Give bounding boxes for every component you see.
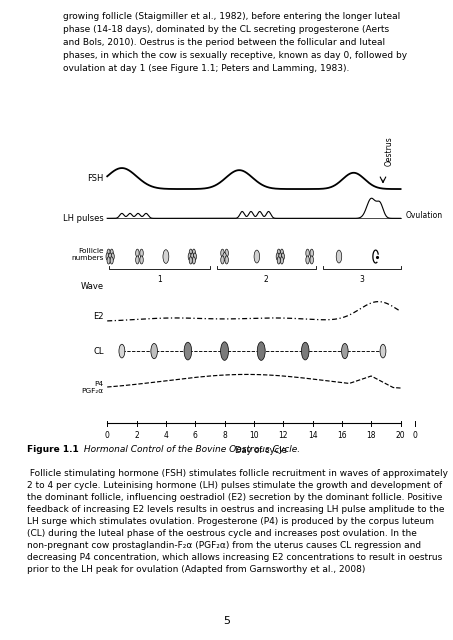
Circle shape [254,250,260,263]
Text: Follicle stimulating hormone (FSH) stimulates follicle recruitment in waves of a: Follicle stimulating hormone (FSH) stimu… [27,469,448,574]
Text: P4
PGF₂α: P4 PGF₂α [82,381,104,394]
Circle shape [280,249,284,256]
Text: 5: 5 [223,616,230,626]
Circle shape [306,249,309,257]
Circle shape [380,344,386,358]
Circle shape [342,344,348,359]
Text: growing follicle (Staigmiller et al., 1982), before entering the longer luteal
p: growing follicle (Staigmiller et al., 19… [63,12,408,73]
Circle shape [223,253,226,260]
Text: 0: 0 [413,431,418,440]
Circle shape [336,250,342,263]
Text: 2: 2 [264,275,269,284]
Circle shape [225,256,228,264]
Circle shape [221,249,224,257]
Text: Oestrus: Oestrus [385,137,394,166]
Text: 14: 14 [308,431,318,440]
Circle shape [257,342,265,360]
Text: 16: 16 [337,431,347,440]
Circle shape [276,253,279,260]
Text: Figure 1.1: Figure 1.1 [27,445,79,454]
Circle shape [136,249,139,257]
Circle shape [136,256,139,264]
Circle shape [192,249,195,256]
Circle shape [221,256,224,264]
Circle shape [189,249,192,256]
Circle shape [106,253,109,260]
Text: CL: CL [93,347,104,356]
Text: 12: 12 [279,431,288,440]
Circle shape [277,257,280,264]
Circle shape [188,253,191,260]
Text: 3: 3 [359,275,364,284]
Text: Hormonal Control of the Bovine Oestrous Cycle.: Hormonal Control of the Bovine Oestrous … [81,445,300,454]
Circle shape [110,249,113,256]
Text: 6: 6 [193,431,198,440]
Text: Day of cycle: Day of cycle [235,445,287,454]
Circle shape [306,256,309,264]
Circle shape [277,249,280,256]
Circle shape [184,342,192,360]
Text: 0: 0 [105,431,110,440]
Circle shape [163,250,169,264]
Circle shape [192,257,195,264]
Text: 8: 8 [222,431,227,440]
Circle shape [110,257,113,264]
Circle shape [119,344,125,358]
Text: Follicle
numbers: Follicle numbers [72,248,104,261]
Circle shape [151,344,158,359]
Text: Wave: Wave [81,282,104,291]
Circle shape [109,253,112,260]
Text: E2: E2 [93,312,104,321]
Text: LH pulses: LH pulses [63,214,104,223]
Circle shape [279,253,282,260]
Text: Ovulation: Ovulation [406,211,443,220]
Text: FSH: FSH [87,173,104,182]
Circle shape [191,253,194,260]
Circle shape [225,249,228,257]
Circle shape [189,257,192,264]
Circle shape [281,253,284,260]
Circle shape [107,249,110,256]
Circle shape [280,257,284,264]
Circle shape [221,342,228,360]
Text: 20: 20 [396,431,405,440]
Circle shape [140,249,143,257]
Circle shape [301,342,309,360]
Circle shape [310,249,313,257]
Text: 10: 10 [249,431,259,440]
Circle shape [111,253,114,260]
Text: 18: 18 [366,431,376,440]
Circle shape [140,256,143,264]
Circle shape [193,253,197,260]
Text: 4: 4 [164,431,169,440]
Text: 1: 1 [157,275,162,284]
Circle shape [107,257,110,264]
Circle shape [310,256,313,264]
Text: 2: 2 [134,431,139,440]
